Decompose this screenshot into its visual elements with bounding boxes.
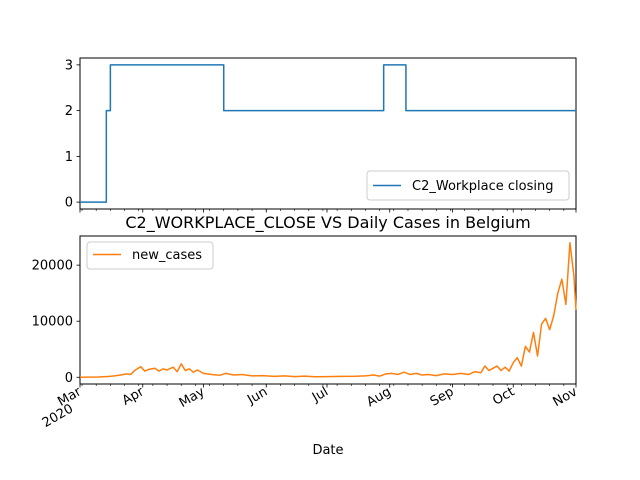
top-series-lines: [80, 64, 576, 203]
x-tick-label-oct: Oct: [490, 384, 517, 408]
top-series-c2-workplace-closing: [80, 64, 576, 203]
chart-title: C2_WORKPLACE_CLOSE VS Daily Cases in Bel…: [125, 213, 530, 233]
x-tick-sublabel-year: 2020: [40, 401, 76, 431]
x-tick-label-may: May: [177, 384, 208, 411]
top-subplot: 0 1 2 3 C2_Workplace closing: [65, 57, 577, 213]
bottom-y-tick-label: 10000: [32, 315, 73, 330]
top-y-tick-label: 1: [65, 150, 73, 165]
bottom-y-ticks: 0 10000 20000: [32, 259, 80, 386]
top-x-ticks: [79, 209, 577, 213]
bottom-y-tick-label: 0: [65, 371, 73, 386]
top-y-tick-label: 2: [65, 104, 73, 119]
x-axis-label: Date: [312, 443, 343, 458]
top-y-tick-label: 0: [65, 196, 73, 211]
top-legend: C2_Workplace closing: [366, 170, 570, 201]
bottom-series-new-cases: [79, 241, 577, 379]
x-tick-label-nov: Nov: [551, 384, 581, 410]
top-y-tick-label: 3: [65, 58, 73, 73]
x-tick-label-apr: Apr: [120, 384, 148, 409]
bottom-y-tick-label: 20000: [32, 259, 73, 274]
bottom-legend: new_cases: [86, 241, 214, 270]
x-tick-label-sep: Sep: [428, 384, 457, 409]
top-axes-frame: [79, 57, 577, 210]
x-tick-label-jun: Jun: [244, 384, 270, 408]
top-legend-box: [366, 170, 570, 201]
bottom-legend-box: [86, 241, 214, 270]
top-legend-label: C2_Workplace closing: [412, 179, 553, 194]
bottom-legend-label: new_cases: [132, 248, 202, 263]
top-y-ticks: 0 1 2 3: [65, 58, 80, 211]
x-tick-label-jul: Jul: [309, 384, 331, 405]
bottom-series-lines: [79, 241, 577, 379]
x-tick-label-aug: Aug: [364, 384, 393, 410]
